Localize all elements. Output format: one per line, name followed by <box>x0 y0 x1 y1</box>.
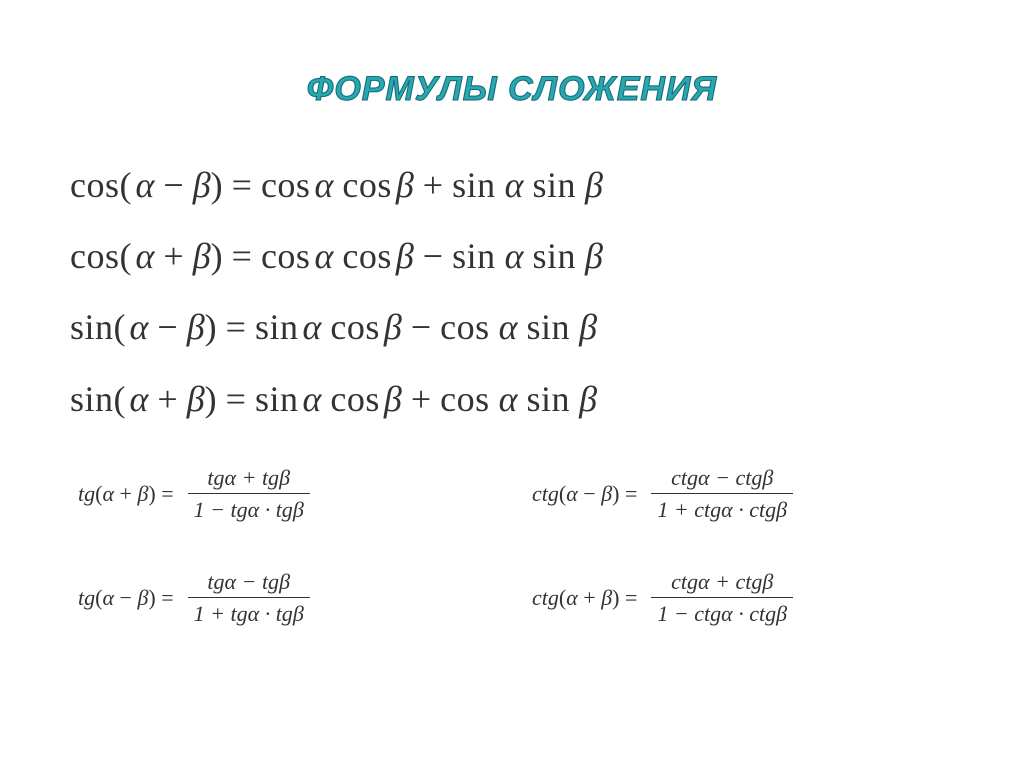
formula-tg-diff: tg(α − β) =tgα − tgβ1 + tgα · tgβ <box>78 568 492 628</box>
slide-title: ФОРМУЛЫ СЛОЖЕНИЯ <box>60 70 964 109</box>
formula-cos-diff: cos(α − β) = cosα cosβ + sin α sin β <box>70 155 964 216</box>
formula-cos-sum: cos(α + β) = cosα cosβ − sin α sin β <box>70 226 964 287</box>
formula-ctg-sum: ctg(α + β) =ctgα + ctgβ1 − ctgα · ctgβ <box>532 568 946 628</box>
formula-tg-sum: tg(α + β) =tgα + tgβ1 − tgα · tgβ <box>78 464 492 524</box>
addition-formulas-tanctg: tg(α + β) =tgα + tgβ1 − tgα · tgβ ctg(α … <box>60 464 964 628</box>
formula-ctg-diff: ctg(α − β) =ctgα − ctgβ1 + ctgα · ctgβ <box>532 464 946 524</box>
addition-formulas-sincos: cos(α − β) = cosα cosβ + sin α sin β cos… <box>70 155 964 430</box>
slide: ФОРМУЛЫ СЛОЖЕНИЯ cos(α − β) = cosα cosβ … <box>0 0 1024 767</box>
formula-sin-diff: sin(α − β) = sinα cosβ − cos α sin β <box>70 297 964 358</box>
formula-sin-sum: sin(α + β) = sinα cosβ + cos α sin β <box>70 369 964 430</box>
